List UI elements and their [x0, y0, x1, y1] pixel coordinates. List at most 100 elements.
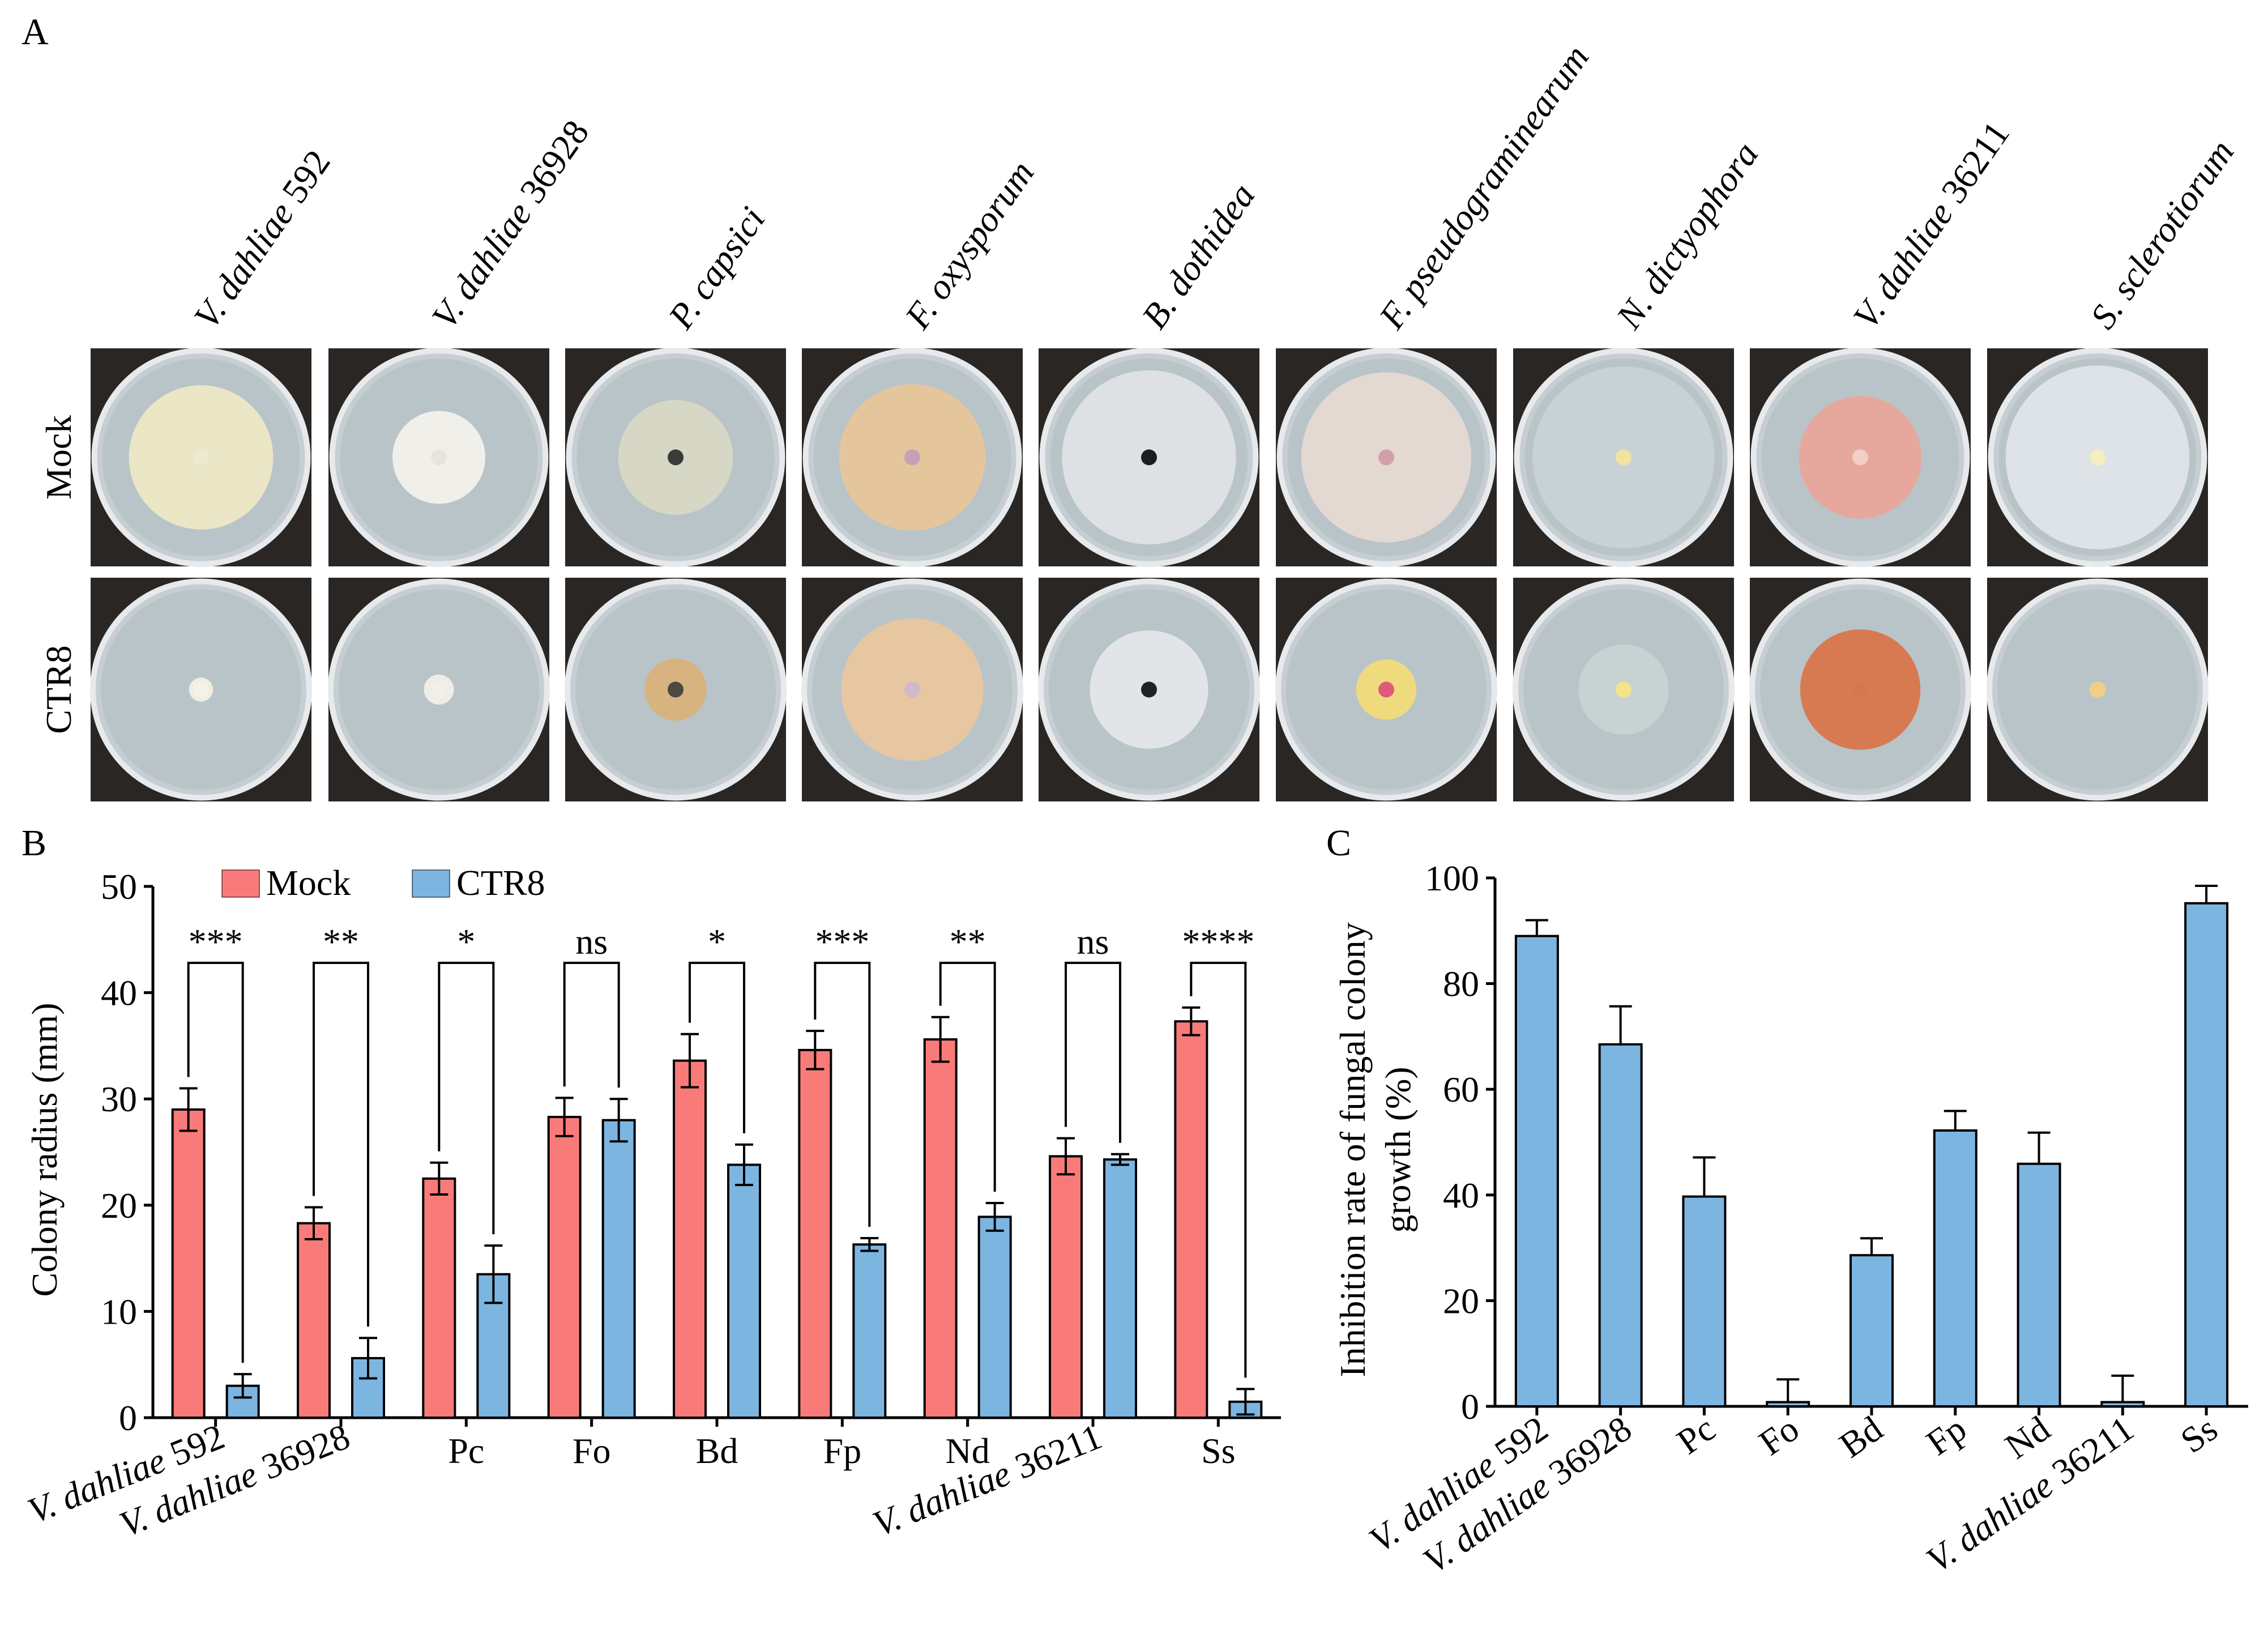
chart-c-inhibition-rate: Inhibition rate of fungal colony growth …	[1332, 858, 2248, 1581]
legend-swatch-ctr8	[412, 869, 450, 898]
y-tick-label: 0	[1461, 1387, 1479, 1427]
row-labels: Mock CTR8	[39, 415, 79, 734]
petri-plate	[1276, 348, 1497, 567]
y-tick-label: 80	[1443, 964, 1479, 1004]
y-tick-label: 0	[119, 1398, 137, 1438]
petri-plate	[328, 578, 550, 801]
x-tick-label: Pc	[1669, 1408, 1722, 1462]
inoculum-plug	[904, 681, 920, 698]
column-title: F. oxysporum	[897, 153, 1042, 336]
column-title-species: V. dahliae	[424, 195, 539, 336]
bar-ctr8	[727, 1163, 761, 1419]
y-tick-label: 20	[101, 1185, 137, 1226]
x-tick-label-italic: V. dahliae	[1919, 1465, 2060, 1580]
panel-label-a: A	[22, 11, 49, 53]
inoculum-plug	[668, 449, 684, 466]
significance-label: ****	[1182, 922, 1254, 962]
bar-inhibition	[2017, 1162, 2061, 1407]
y-tick-label: 50	[101, 867, 137, 907]
column-title-species: V. dahliae	[1845, 195, 1961, 336]
inoculum-plug	[1141, 681, 1157, 698]
y-tick-label: 10	[101, 1291, 137, 1332]
inoculum-plug	[193, 449, 209, 466]
petri-plate	[1987, 578, 2209, 801]
y-tick-label: 60	[1443, 1069, 1479, 1110]
bar-ctr8	[1103, 1158, 1137, 1419]
petri-plate	[1513, 348, 1734, 567]
bar-mock	[422, 1177, 456, 1419]
column-title: V. dahliae 592	[186, 143, 338, 336]
petri-plate	[1038, 578, 1260, 801]
significance-bracket	[313, 962, 369, 1327]
bar-mock	[297, 1222, 331, 1419]
column-title: B. dothidea	[1134, 176, 1262, 336]
row-label-mock: Mock	[39, 415, 79, 500]
bar-inhibition	[1933, 1129, 1977, 1407]
inoculum-plug	[1378, 681, 1394, 698]
significance-label: *	[708, 922, 726, 962]
panel-label-c: C	[1326, 822, 1351, 864]
x-tick-label: Pc	[448, 1431, 484, 1471]
x-tick-label-italic: V. dahliae	[867, 1453, 1016, 1544]
column-title: S. sclerotiorum	[2082, 133, 2241, 336]
column-title-species: V. dahliae	[186, 195, 301, 336]
bar-inhibition	[1514, 935, 1559, 1407]
x-tick-label: Fp	[823, 1431, 862, 1471]
significance-bracket	[939, 962, 996, 1192]
x-tick-label-strain: 36211	[1001, 1416, 1108, 1490]
column-title: N. dictyophora	[1608, 135, 1766, 336]
column-title-strain: 36928	[506, 113, 596, 217]
y-tick-label: 100	[1425, 858, 1479, 898]
inoculum-plug	[431, 681, 447, 698]
inoculum-plug	[193, 681, 209, 698]
column-title-strain: 36211	[1928, 114, 2017, 217]
inoculum-plug	[1616, 681, 1631, 698]
chart-b-y-axis-label: Colony radius (mm)	[24, 1003, 65, 1296]
x-tick-label: Ss	[2173, 1408, 2224, 1461]
x-tick-label: Nd	[946, 1431, 990, 1471]
y-tick-label: 20	[1443, 1281, 1479, 1321]
petri-plate	[1749, 578, 1971, 801]
y-tick-label: 40	[101, 973, 137, 1013]
significance-label: **	[323, 922, 359, 962]
column-title-species: F. oxysporum	[897, 153, 1042, 336]
significance-label: ***	[815, 922, 869, 962]
petri-plate	[565, 348, 786, 567]
bar-inhibition	[1598, 1043, 1643, 1407]
significance-bracket	[438, 962, 495, 1235]
bar-mock	[1174, 1020, 1208, 1419]
column-title: V. dahliae 36928	[424, 113, 596, 336]
significance-label: *	[457, 922, 475, 962]
significance-bracket	[689, 962, 745, 1133]
legend-swatch-mock	[221, 869, 260, 898]
x-tick-label: Bd	[1832, 1408, 1890, 1465]
inoculum-plug	[668, 681, 684, 698]
petri-plate	[801, 578, 1023, 801]
chart-b-legend: Mock CTR8	[221, 863, 545, 903]
legend-label-mock: Mock	[266, 863, 351, 903]
bar-mock	[547, 1116, 582, 1419]
chart-b-colony-radius: Mock CTR8 Colony radius (mm) 0 10 20 30 40 50…	[22, 863, 1281, 1545]
column-title: F. pseudograminearum	[1371, 38, 1597, 336]
bar-ctr8	[852, 1243, 887, 1419]
bar-ctr8	[977, 1215, 1012, 1419]
bar-inhibition	[1682, 1195, 1727, 1408]
panel-label-b: B	[22, 822, 46, 864]
bar-mock	[798, 1048, 832, 1419]
bar-mock	[923, 1038, 958, 1419]
bar-inhibition	[1766, 1401, 1810, 1407]
inoculum-plug	[1616, 449, 1631, 466]
legend-label-ctr8: CTR8	[456, 863, 545, 903]
plates-grid	[90, 348, 2209, 801]
column-title: P. capsici	[660, 199, 773, 336]
x-tick-label: Ss	[1201, 1431, 1236, 1471]
bar-mock	[1049, 1155, 1083, 1419]
y-tick-label: 30	[101, 1079, 137, 1119]
inoculum-plug	[1852, 449, 1868, 466]
inoculum-plug	[2090, 681, 2105, 698]
petri-plate	[1750, 348, 1971, 567]
inoculum-plug	[1378, 449, 1394, 466]
petri-plate	[328, 348, 549, 567]
